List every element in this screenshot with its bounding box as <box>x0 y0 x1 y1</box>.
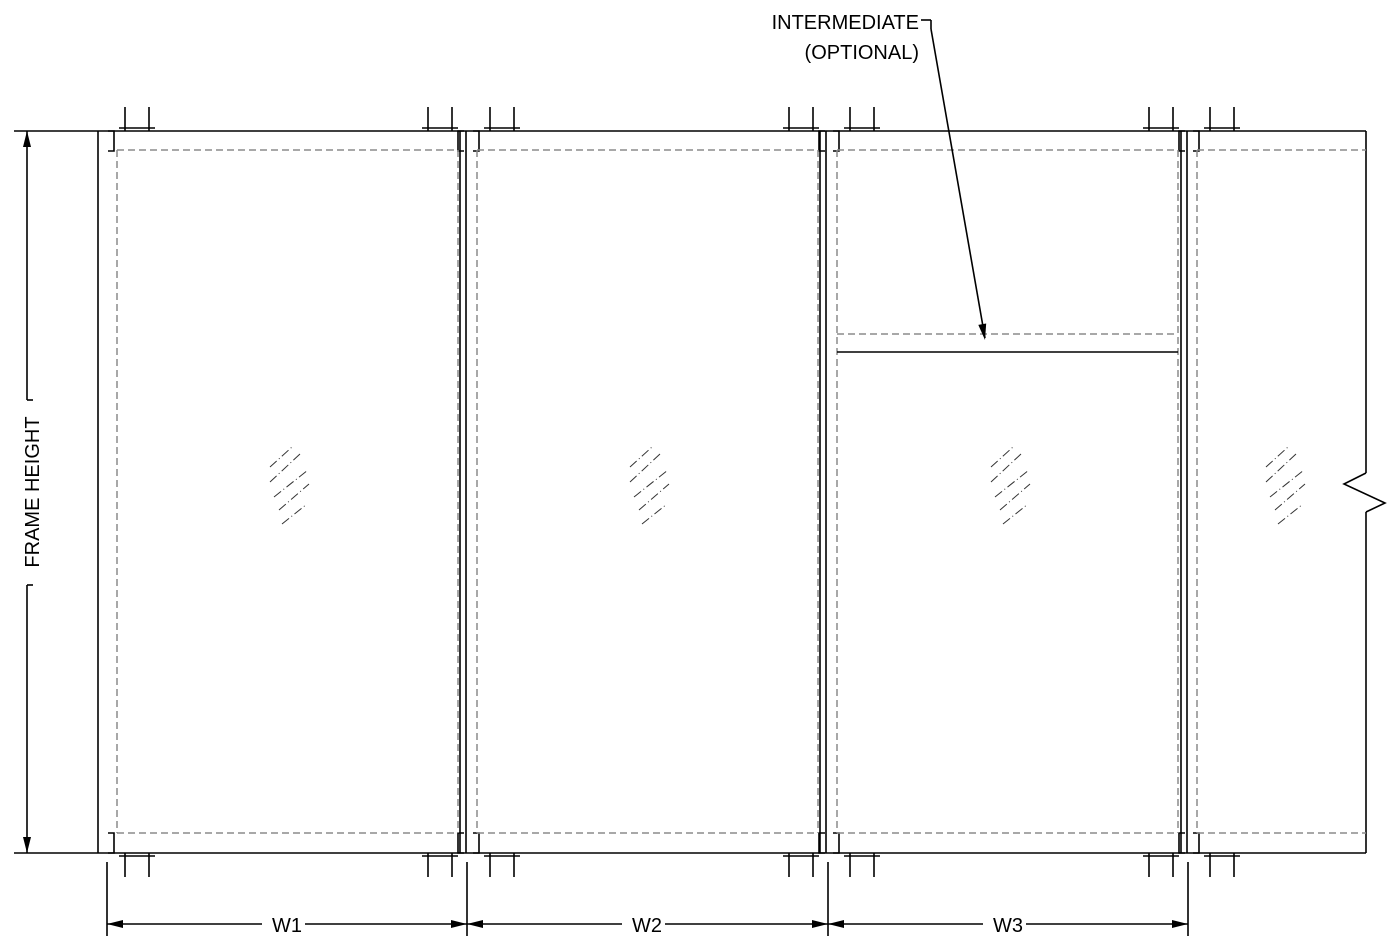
left-clip-bracket <box>833 130 840 152</box>
right-clip-bracket <box>818 832 825 854</box>
left-clip-bracket <box>1193 130 1200 152</box>
left-clip-bracket <box>833 832 840 854</box>
w2-label: W2 <box>632 915 662 937</box>
width-arrow-right <box>1172 920 1188 928</box>
width-arrow-right <box>451 920 467 928</box>
left-clip-bracket <box>473 130 480 152</box>
width-arrow-left <box>467 920 483 928</box>
glass-hatch-mark <box>633 469 669 498</box>
right-clip-bracket <box>818 130 825 152</box>
glass-hatch-mark <box>1274 483 1306 511</box>
break-line-symbol <box>1342 472 1387 513</box>
glass-hatch-mark <box>1269 469 1305 498</box>
glass-hatch-mark <box>638 483 670 511</box>
left-clip-bracket <box>473 832 480 854</box>
glass-hatch-mark <box>278 483 310 511</box>
leader-line <box>930 28 986 339</box>
width-arrow-right <box>812 920 828 928</box>
left-clip-bracket <box>108 832 115 854</box>
intermediate-label-line1: INTERMEDIATE <box>772 12 919 34</box>
w1-label: W1 <box>272 915 302 937</box>
frame-height-arrow-bottom <box>23 837 31 853</box>
left-clip-bracket <box>108 130 115 152</box>
glass-hatch-mark <box>1277 503 1304 525</box>
intermediate-label-line2: (OPTIONAL) <box>805 42 919 64</box>
glass-hatch-mark <box>269 446 293 468</box>
left-clip-bracket <box>1193 832 1200 854</box>
glass-hatch-mark <box>990 446 1014 468</box>
width-arrow-left <box>107 920 123 928</box>
glass-hatch-mark <box>629 446 653 468</box>
glass-hatch-mark <box>629 453 661 483</box>
right-clip-bracket <box>1178 832 1185 854</box>
width-arrow-left <box>828 920 844 928</box>
glass-hatch-mark <box>994 469 1030 498</box>
frame-height-arrow-top <box>23 131 31 147</box>
glass-hatch-mark <box>641 503 668 525</box>
glass-hatch-mark <box>273 469 309 498</box>
w3-label: W3 <box>993 915 1023 937</box>
glass-hatch-mark <box>269 453 301 483</box>
right-clip-bracket <box>457 832 464 854</box>
glass-hatch-mark <box>281 503 308 525</box>
right-clip-bracket <box>1178 130 1185 152</box>
glass-hatch-mark <box>1265 446 1289 468</box>
glass-hatch-mark <box>1265 453 1297 483</box>
right-clip-bracket <box>457 130 464 152</box>
frame-geometry <box>14 19 1387 936</box>
glass-hatch-mark <box>990 453 1022 483</box>
leader-arrow <box>978 323 987 340</box>
glass-hatch-mark <box>1002 503 1029 525</box>
frame-height-label: FRAME HEIGHT <box>22 416 44 567</box>
glass-hatch-mark <box>999 483 1031 511</box>
